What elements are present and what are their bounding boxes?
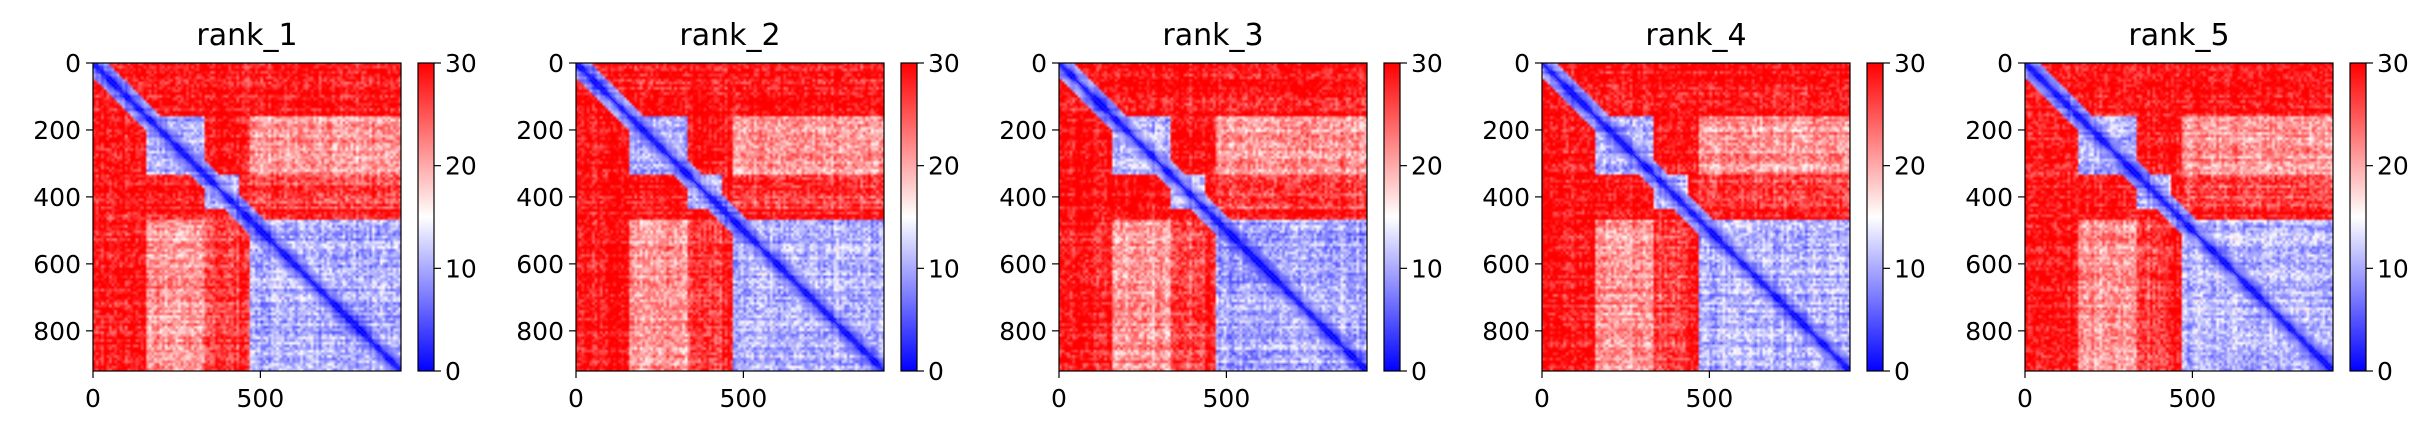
y-tick-label: 400 bbox=[516, 183, 564, 212]
colorbar-tick-label: 20 bbox=[1411, 152, 1443, 181]
colorbar bbox=[417, 62, 435, 372]
diagonal-line bbox=[2024, 62, 2334, 372]
y-tick-label: 600 bbox=[33, 250, 81, 279]
panel-title: rank_2 bbox=[679, 18, 780, 53]
colorbar-tick-label: 30 bbox=[445, 49, 477, 78]
y-tick-label: 800 bbox=[1965, 317, 2013, 346]
panel-title: rank_1 bbox=[196, 18, 297, 53]
panel-title: rank_5 bbox=[2128, 18, 2229, 53]
y-tick-label: 800 bbox=[999, 317, 1047, 346]
x-tick-label: 0 bbox=[1534, 384, 1550, 413]
colorbar-tick-label: 30 bbox=[2377, 49, 2409, 78]
x-tick-label: 0 bbox=[85, 384, 101, 413]
x-tick-label: 0 bbox=[1051, 384, 1067, 413]
x-tick-label: 0 bbox=[568, 384, 584, 413]
y-tick-label: 200 bbox=[1965, 116, 2013, 145]
y-tick-label: 800 bbox=[33, 317, 81, 346]
x-tick-label: 500 bbox=[1686, 384, 1734, 413]
colorbar-tick-label: 0 bbox=[445, 357, 461, 386]
y-tick-label: 600 bbox=[1965, 250, 2013, 279]
y-tick-label: 400 bbox=[1965, 183, 2013, 212]
y-tick-label: 600 bbox=[516, 250, 564, 279]
colorbar-tick-label: 10 bbox=[928, 254, 960, 283]
y-tick-label: 0 bbox=[65, 49, 81, 78]
colorbar-tick-label: 0 bbox=[1411, 357, 1427, 386]
colorbar-tick-label: 30 bbox=[928, 49, 960, 78]
colorbar-tick-label: 0 bbox=[1894, 357, 1910, 386]
y-tick-label: 600 bbox=[1482, 250, 1530, 279]
colorbar-tick-label: 20 bbox=[928, 152, 960, 181]
colorbar-tick-label: 10 bbox=[1411, 254, 1443, 283]
colorbar-tick-label: 20 bbox=[1894, 152, 1926, 181]
panel-3: rank_3 0 200 400 600 800 0 500 0 10 20 30 bbox=[999, 18, 1443, 413]
y-tick-label: 400 bbox=[33, 183, 81, 212]
colorbar bbox=[1383, 62, 1401, 372]
y-tick-label: 200 bbox=[999, 116, 1047, 145]
colorbar-tick-label: 30 bbox=[1894, 49, 1926, 78]
diagonal-line bbox=[92, 62, 402, 372]
colorbar-tick-label: 20 bbox=[2377, 152, 2409, 181]
axes-frame bbox=[1058, 62, 1368, 372]
colorbar-tick-label: 30 bbox=[1411, 49, 1443, 78]
colorbar-tick-label: 0 bbox=[2377, 357, 2393, 386]
panel-1: rank_1 0 200 400 600 800 0 500 0 10 20 30 bbox=[33, 18, 477, 413]
y-tick-label: 200 bbox=[1482, 116, 1530, 145]
y-tick-label: 800 bbox=[1482, 317, 1530, 346]
axes-frame bbox=[2024, 62, 2334, 372]
y-tick-label: 0 bbox=[1514, 49, 1530, 78]
x-tick-label: 0 bbox=[2017, 384, 2033, 413]
colorbar-tick-label: 10 bbox=[2377, 254, 2409, 283]
y-tick-label: 600 bbox=[999, 250, 1047, 279]
axes-frame bbox=[92, 62, 402, 372]
panel-title: rank_3 bbox=[1162, 18, 1263, 53]
y-tick-label: 0 bbox=[1997, 49, 2013, 78]
colorbar-tick-label: 0 bbox=[928, 357, 944, 386]
panel-5: rank_5 0 200 400 600 800 0 500 0 10 20 30 bbox=[1965, 18, 2409, 413]
colorbar bbox=[1866, 62, 1884, 372]
y-tick-label: 400 bbox=[1482, 183, 1530, 212]
diagonal-line bbox=[1541, 62, 1851, 372]
axes-frame bbox=[575, 62, 885, 372]
y-tick-label: 0 bbox=[548, 49, 564, 78]
panel-4: rank_4 0 200 400 600 800 0 500 0 10 20 30 bbox=[1482, 18, 1926, 413]
y-tick-label: 200 bbox=[516, 116, 564, 145]
y-tick-label: 0 bbox=[1031, 49, 1047, 78]
x-tick-label: 500 bbox=[237, 384, 285, 413]
y-tick-label: 200 bbox=[33, 116, 81, 145]
panel-2: rank_2 0 200 400 600 800 0 500 0 10 20 30 bbox=[516, 18, 960, 413]
y-tick-label: 800 bbox=[516, 317, 564, 346]
colorbar-tick-label: 10 bbox=[1894, 254, 1926, 283]
axes-frame bbox=[1541, 62, 1851, 372]
diagonal-line bbox=[1058, 62, 1368, 372]
colorbar bbox=[2349, 62, 2367, 372]
x-tick-label: 500 bbox=[1203, 384, 1251, 413]
colorbar-tick-label: 10 bbox=[445, 254, 477, 283]
diagonal-line bbox=[575, 62, 885, 372]
colorbar bbox=[900, 62, 918, 372]
panel-title: rank_4 bbox=[1645, 18, 1746, 53]
x-tick-label: 500 bbox=[2169, 384, 2217, 413]
x-tick-label: 500 bbox=[720, 384, 768, 413]
y-tick-label: 400 bbox=[999, 183, 1047, 212]
colorbar-tick-label: 20 bbox=[445, 152, 477, 181]
